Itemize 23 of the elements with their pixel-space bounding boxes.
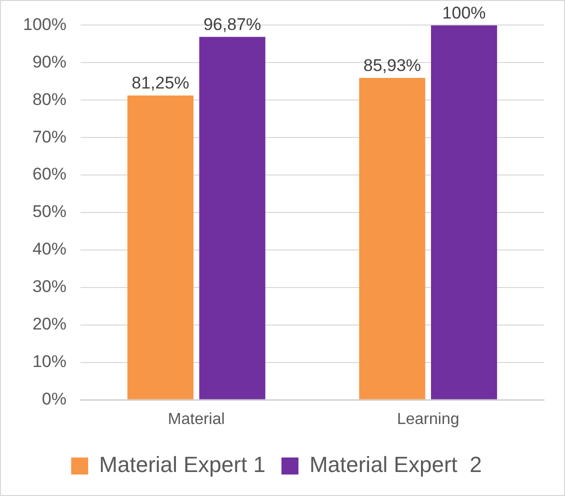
y-tick-label: 40% <box>32 240 66 259</box>
y-tick-label: 10% <box>32 352 66 372</box>
y-tick-label: 30% <box>32 277 66 296</box>
bar <box>430 25 498 400</box>
x-tick-label: Learning <box>396 410 460 428</box>
y-tick-label: 80% <box>32 90 66 109</box>
bar <box>199 36 266 400</box>
y-tick-label: 100% <box>22 14 66 34</box>
bar <box>127 95 194 400</box>
data-label: 100% <box>442 3 486 22</box>
y-tick-label: 50% <box>32 202 66 222</box>
y-tick-label: 20% <box>32 314 66 334</box>
legend-label: Material Expert 2 <box>309 452 482 478</box>
y-tick-label: 70% <box>32 127 66 146</box>
y-tick-label: 60% <box>32 164 66 184</box>
x-tick-label: Material <box>168 410 225 428</box>
bar <box>359 78 426 400</box>
legend-label: Material Expert 1 <box>99 452 266 478</box>
data-label: 85,93% <box>363 56 422 76</box>
y-tick-label: 90% <box>32 52 66 72</box>
data-label: 96,87% <box>203 15 262 34</box>
data-label: 81,25% <box>132 74 190 93</box>
y-tick-label: 0% <box>42 389 66 408</box>
